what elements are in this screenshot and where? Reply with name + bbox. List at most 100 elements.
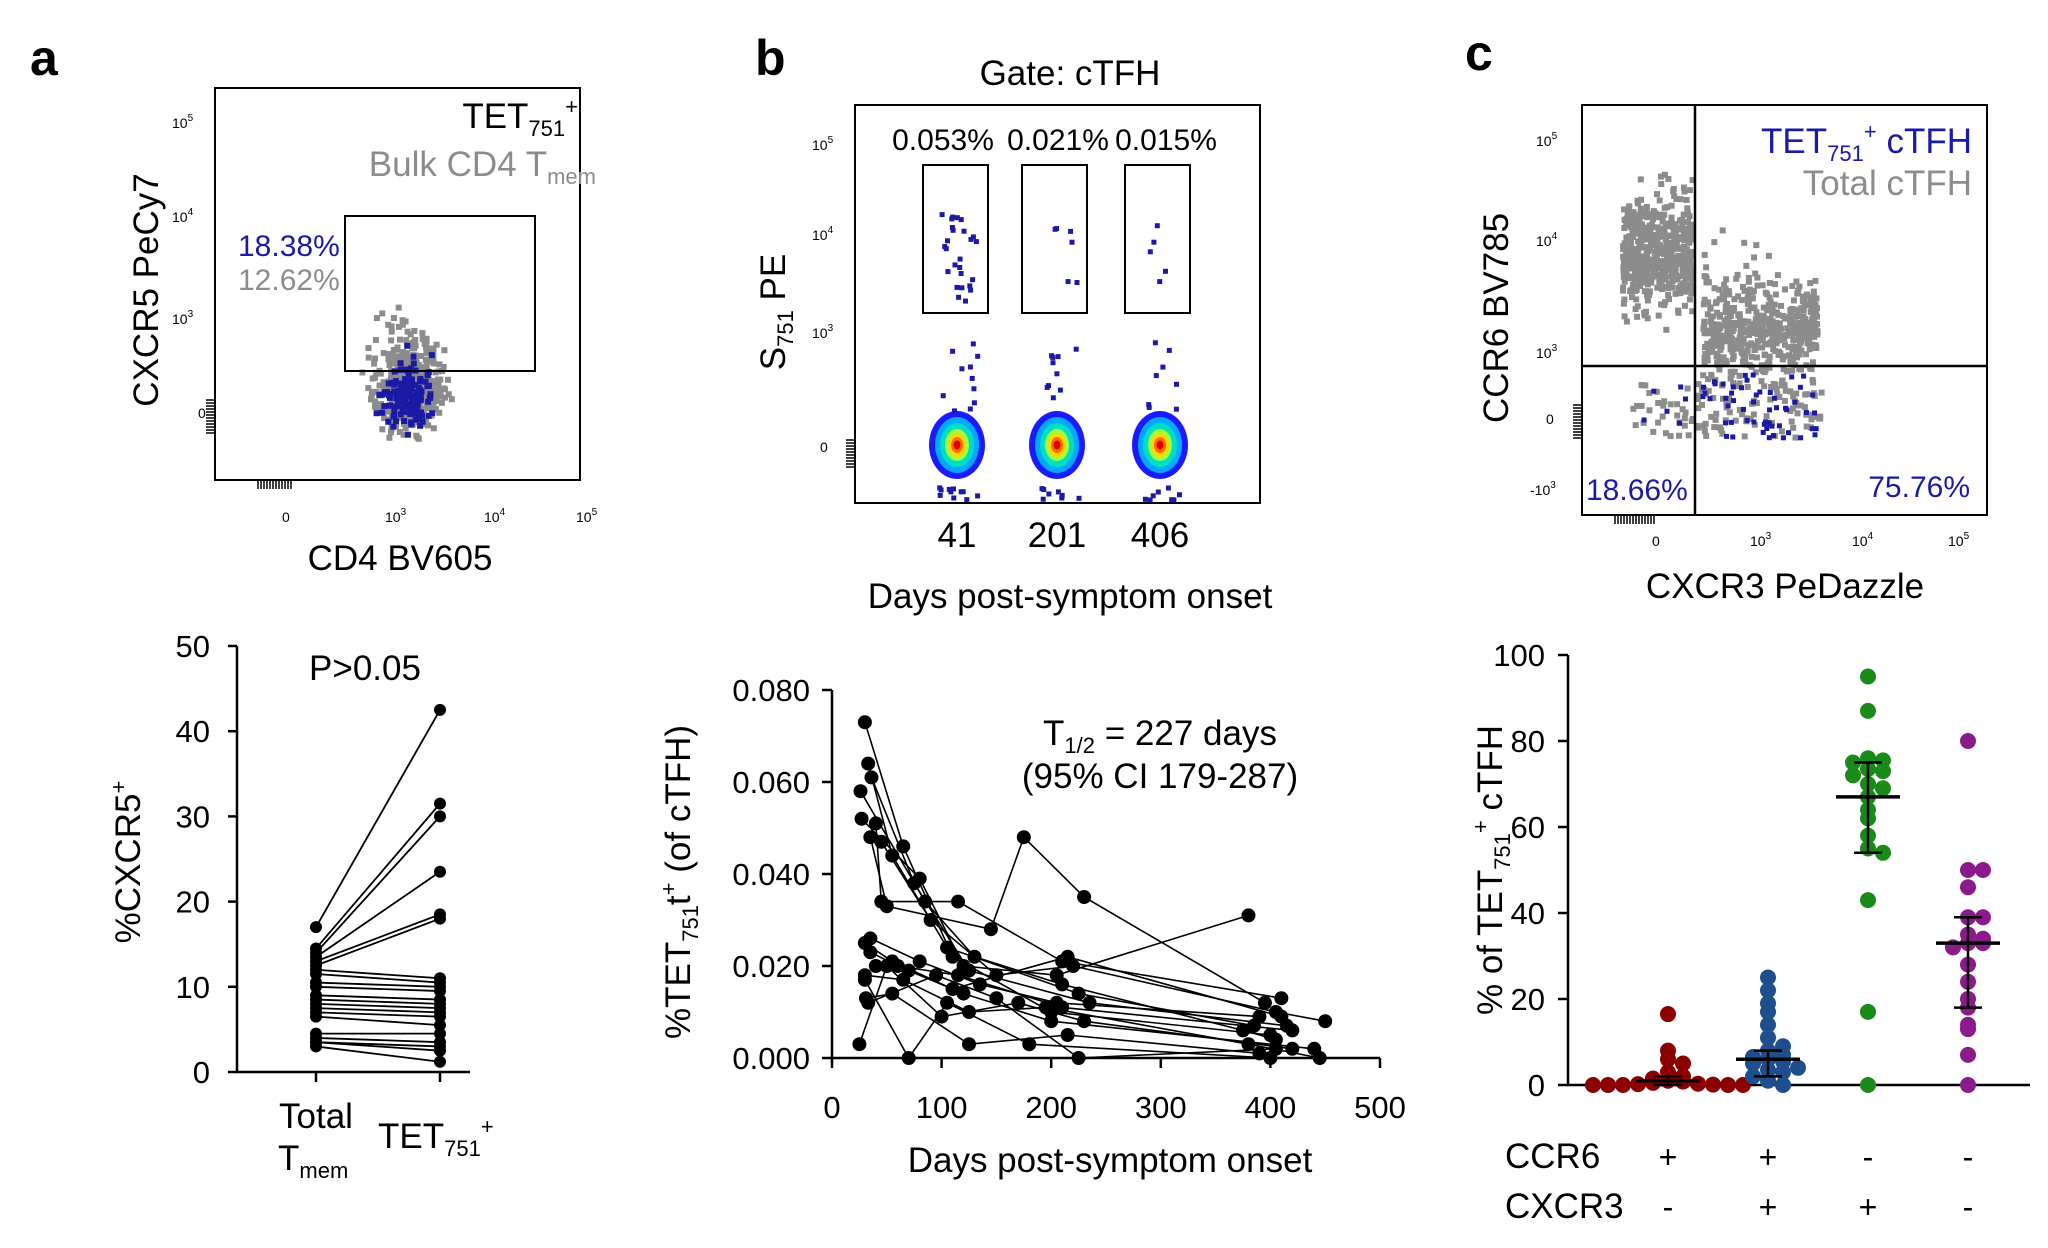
total-event [1729,356,1736,363]
total-event [1623,222,1630,229]
total-event [1657,244,1664,251]
total-event [1661,171,1668,178]
total-event [1789,283,1796,289]
total-event [1719,291,1726,298]
total-event [1627,254,1634,260]
total-event [1623,234,1630,241]
tet-event [1789,374,1795,380]
total-event [1664,244,1671,251]
cxcr5-gate [344,215,536,372]
total-event [1681,415,1688,422]
total-event [1722,285,1729,292]
total-event [1810,379,1817,386]
total-event [1720,296,1727,303]
tet-event [1677,420,1682,426]
flow-b-xcat-41: 41 [938,516,977,555]
tet-event [424,383,431,390]
total-event [1628,224,1635,231]
total-event [1770,308,1777,315]
long-b-point [956,986,971,1001]
total-event [1623,271,1630,278]
total-event [1684,205,1691,212]
long-b-ylabel-tail: (of cTFH) [659,725,698,882]
long-b-xtick-label: 0 [823,1090,840,1125]
long-b-ytick-label: 0.020 [732,949,810,984]
total-event [1762,367,1769,373]
total-event [1804,291,1811,298]
flow-a-legend-bulk-sub: mem [547,164,596,189]
total-event [1727,313,1734,320]
total-event [1620,300,1627,307]
flow-b-ytick-3: 105 [812,135,834,153]
bulk-event [403,337,410,344]
total-event [1635,246,1642,253]
total-event [1688,287,1695,294]
dot-c-point [1875,780,1891,797]
dot-c-point [1760,1029,1776,1046]
bulk-event [442,394,448,401]
bulk-event [430,400,437,407]
tet-event [1766,435,1772,441]
long-b-ytick-label: 0.080 [732,673,810,708]
total-event [1801,330,1808,337]
bulk-event [386,362,393,368]
flow-a-xtick-1-exp: 3 [401,507,407,518]
tet-event [391,388,398,395]
total-event [1620,268,1627,274]
total-event [1800,307,1807,313]
long-b-point [868,816,883,831]
bulk-event [436,393,443,400]
total-event [1695,405,1702,412]
total-event [1671,256,1678,263]
dot-c-point [1790,1059,1806,1076]
gated-event [1147,249,1153,255]
bulk-event [435,384,442,391]
paired-a-point-tet [434,1044,446,1057]
total-event [1745,278,1752,285]
total-event [1776,394,1783,400]
total-event [1643,261,1650,268]
bulk-event [390,347,397,353]
total-event [1792,434,1799,441]
total-event [1724,290,1731,297]
bulk-event [378,401,384,408]
total-event [1660,402,1667,409]
long-b-point [896,839,911,854]
tet-event [398,380,405,387]
gated-event [952,262,958,268]
flow-c-legend-tet-tail: cTFH [1877,122,1972,161]
flow-a-xtick-3-exp: 5 [592,507,598,518]
ungated-event [1166,347,1172,353]
long-b-point [885,986,900,1001]
long-b-point [989,968,1004,983]
total-event [1809,308,1816,315]
total-event [1677,289,1684,296]
ungated-event [1055,354,1061,360]
gated-event [1151,239,1157,245]
total-event [1734,271,1741,278]
tet-event [422,378,429,385]
total-event [1761,317,1768,324]
total-event [1789,332,1796,339]
tet-event [417,422,424,429]
total-event [1661,211,1668,218]
bulk-event [380,350,387,357]
paired-a-line [315,998,441,1005]
total-event [1754,282,1761,289]
gated-event [945,238,950,244]
total-event [1642,226,1648,232]
total-event [1724,398,1731,405]
flow-a-tet-cloud [373,342,436,438]
long-b-point [861,995,876,1010]
tet-event [429,410,436,417]
tet-event [1767,390,1773,395]
dot-c-point [1760,1016,1776,1033]
total-event [1718,343,1725,350]
bulk-event [389,356,395,363]
dot-c-point [1860,892,1876,909]
long-b-xtick-label: 200 [1025,1090,1077,1125]
ungated-event [1153,373,1159,379]
dot-c-point [1630,1076,1646,1093]
total-event [1733,275,1740,282]
